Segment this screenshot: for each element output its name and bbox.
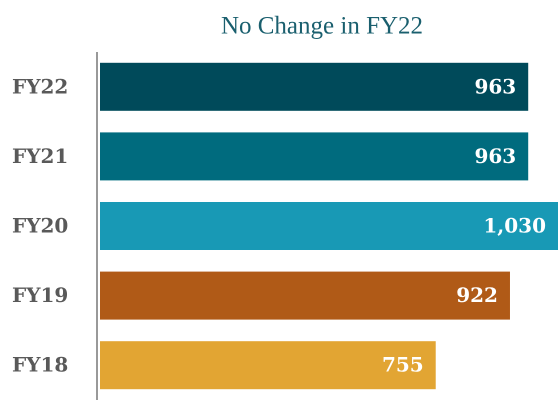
bar (100, 132, 529, 181)
value-label: 963 (474, 144, 516, 168)
category-label: FY22 (12, 74, 68, 98)
bar (100, 62, 529, 111)
value-label: 1,030 (483, 214, 546, 238)
value-label: 963 (474, 74, 516, 98)
bar (100, 271, 510, 320)
category-label: FY18 (12, 353, 68, 377)
value-label: 922 (456, 283, 498, 307)
chart-title: No Change in FY22 (221, 13, 423, 40)
value-label: 755 (382, 353, 424, 377)
bar (100, 202, 558, 250)
category-label: FY20 (12, 214, 68, 238)
category-label: FY21 (12, 144, 68, 168)
bar (100, 341, 436, 390)
category-label: FY19 (12, 283, 68, 307)
